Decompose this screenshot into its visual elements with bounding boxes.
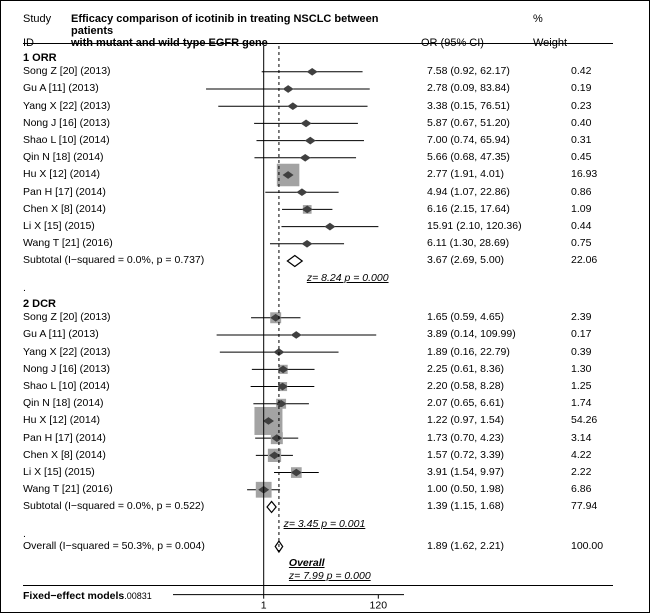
forest-plot-container: Study Efficacy comparison of icotinib in…: [0, 0, 650, 613]
or-spacer: [421, 13, 533, 37]
footer-sub: .00831: [124, 591, 152, 601]
header-row-1: Study Efficacy comparison of icotinib in…: [23, 13, 639, 37]
footer-text: Fixed−effect models.00831: [23, 590, 152, 602]
footer-main: Fixed−effect models: [23, 590, 124, 602]
footer-divider: [23, 585, 613, 586]
svg-text:120: 120: [370, 600, 388, 612]
study-header: Study: [23, 13, 71, 37]
pct-header: %: [533, 13, 583, 37]
header-divider: [23, 43, 613, 44]
svg-text:1: 1: [261, 600, 267, 612]
title-line-1: Efficacy comparison of icotinib in treat…: [71, 13, 391, 37]
